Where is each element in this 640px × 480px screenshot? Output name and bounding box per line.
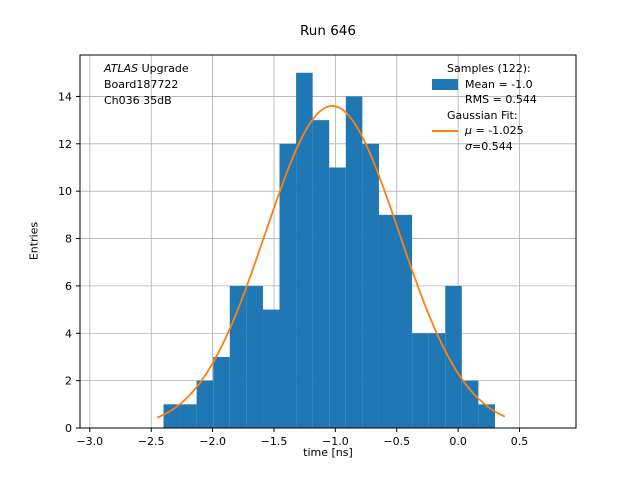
annotation-block: ATLAS Upgrade Board187722 Ch036 35dB: [104, 61, 189, 109]
fit-line-swatch: [432, 129, 458, 132]
chart-title: Run 646: [300, 23, 356, 39]
histogram-bar: [196, 380, 214, 428]
y-axis-label: Entries: [27, 221, 41, 261]
histogram-bar: [461, 380, 479, 428]
histogram-bar: [312, 120, 330, 428]
legend-entry-fit: μ = -1.025: [432, 123, 537, 139]
y-tick-label: 8: [65, 233, 72, 246]
x-tick-label: −2.5: [138, 435, 165, 448]
histogram-bar: [395, 214, 413, 428]
histogram-bar: [412, 333, 429, 428]
y-tick-label: 0: [65, 422, 72, 435]
histogram-bar: [345, 96, 363, 428]
histogram-bar: [428, 333, 446, 428]
annotation-line-1: ATLAS Upgrade: [104, 61, 189, 77]
annotation-line-2: Board187722: [104, 78, 179, 91]
y-tick-label: 14: [58, 90, 72, 103]
histogram-bar: [163, 404, 181, 428]
x-tick-label: −3.0: [76, 435, 103, 448]
x-tick-label: −0.5: [383, 435, 410, 448]
mu-symbol: μ: [465, 124, 472, 137]
histogram-bar: [180, 404, 197, 428]
legend-samples-title: Samples (122):: [447, 62, 531, 75]
histogram-bar: [262, 309, 280, 428]
histogram-bar: [445, 285, 462, 428]
x-tick-label: −1.5: [261, 435, 288, 448]
atlas-label: ATLAS: [104, 62, 139, 75]
gaussian-fit-curve: [157, 105, 506, 419]
histogram-bar: [478, 404, 495, 428]
legend: Samples (122): Mean = -1.0 RMS = 0.544 G…: [432, 61, 537, 154]
legend-mu-label: μ = -1.025: [465, 123, 524, 139]
legend-fit-title: Gaussian Fit:: [447, 108, 518, 122]
axes-spines: [79, 54, 577, 429]
sigma-symbol: σ: [465, 139, 472, 153]
sigma-value: =0.544: [471, 139, 513, 153]
x-axis-label: time [ns]: [303, 446, 353, 459]
y-tick-label: 10: [58, 185, 72, 198]
y-tick-label: 12: [58, 138, 72, 151]
y-tick-label: 4: [65, 327, 72, 340]
histogram-bar: [329, 167, 346, 429]
annotation-line-3: Ch036 35dB: [104, 94, 172, 107]
legend-entry-histogram: Mean = -1.0: [432, 77, 537, 93]
histogram-bar: [362, 143, 379, 428]
legend-mean-label: Mean = -1.0: [465, 77, 533, 91]
histogram-bar: [378, 214, 396, 428]
mu-value: = -1.025: [472, 124, 524, 137]
histogram-bar: [246, 285, 263, 428]
x-tick-label: −2.0: [199, 435, 226, 448]
x-tick-label: 0.0: [449, 435, 467, 448]
y-tick-label: 2: [65, 375, 72, 388]
x-tick-label: −1.0: [322, 435, 349, 448]
legend-rms-label: RMS = 0.544: [465, 93, 537, 106]
histogram-swatch: [432, 78, 458, 90]
legend-sigma-label: σ =0.544: [432, 139, 537, 155]
upgrade-label: Upgrade: [138, 62, 189, 75]
histogram-bar: [279, 143, 297, 428]
histogram-bar: [296, 72, 313, 428]
x-tick-label: 0.5: [511, 435, 529, 448]
y-tick-label: 6: [65, 280, 72, 293]
histogram-bar: [213, 356, 230, 428]
